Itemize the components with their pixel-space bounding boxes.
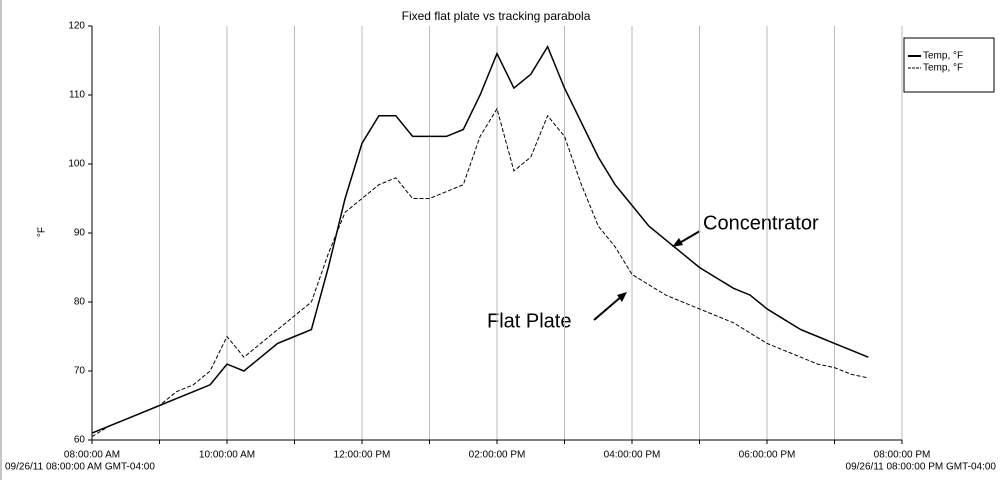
annotation: Flat Plate [487, 310, 571, 332]
legend-box [903, 37, 995, 93]
start-date-label: 09/26/11 08:00:00 AM GMT-04:00 [5, 462, 155, 473]
y-tick-label: 80 [74, 297, 86, 308]
y-tick-label: 60 [74, 435, 86, 446]
x-tick-label: 04:00:00 PM [604, 450, 661, 461]
y-tick-label: 70 [74, 366, 86, 377]
x-tick-label: 08:00:00 PM [874, 450, 931, 461]
y-tick-label: 100 [68, 159, 85, 170]
series-line [91, 45, 869, 434]
end-date-label: 09/26/11 08:00:00 PM GMT-04:00 [846, 462, 997, 473]
annotation: Concentrator [703, 212, 819, 234]
legend-label: Temp, °F [923, 51, 963, 62]
annotation-arrow [593, 295, 623, 321]
x-tick-label: 02:00:00 PM [469, 450, 526, 461]
y-axis-label: °F [37, 227, 48, 237]
x-tick-label: 10:00:00 AM [199, 450, 255, 461]
y-tick-label: 110 [69, 90, 85, 101]
y-tick-label: 90 [74, 228, 86, 239]
series-line [91, 107, 869, 438]
x-tick-label: 08:00:00 AM [64, 450, 120, 461]
legend-label: Temp, °F [923, 63, 963, 74]
arrow-head [617, 292, 627, 302]
chart-title: Fixed flat plate vs tracking parabola [402, 9, 591, 23]
x-tick-label: 06:00:00 PM [739, 450, 796, 461]
x-tick-label: 12:00:00 PM [334, 450, 391, 461]
arrow-head [672, 238, 683, 247]
y-tick-label: 120 [68, 21, 85, 32]
